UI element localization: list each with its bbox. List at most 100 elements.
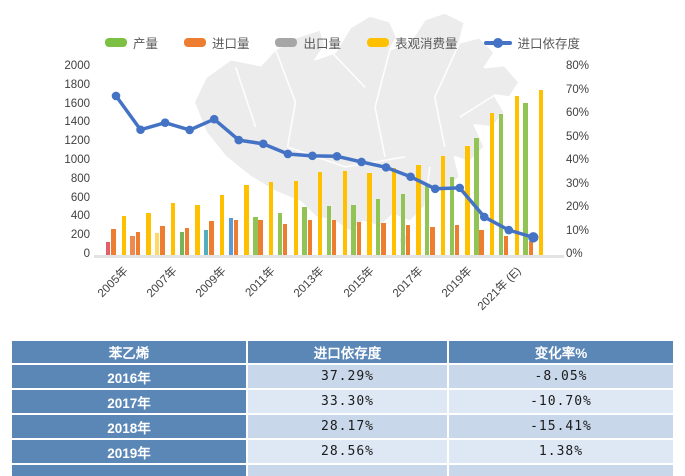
bar-产量-2014年: [326, 206, 332, 255]
bar-产量-2021年 (E): [498, 114, 504, 255]
bar-产量-2009年: [204, 229, 209, 255]
bar-表观消费量-2019年: [465, 146, 470, 255]
table-row: 2018年 28.17% -15.41%: [10, 413, 675, 440]
bar-进口量-2013年: [307, 219, 312, 255]
y-axis-right-tick: 30%: [566, 177, 590, 190]
change-cell: -8.05%: [447, 363, 675, 390]
y-axis-left-tick: 200: [70, 229, 90, 242]
legend-label: 出口量: [303, 37, 341, 51]
bar-产量-2007年: [155, 232, 160, 255]
bar-表观消费量-2022年: [539, 89, 544, 255]
y-axis-left-tick: 1000: [64, 154, 90, 166]
dependence-cell: 33.30%: [246, 388, 449, 415]
legend-label: 表观消费量: [395, 37, 458, 51]
bar-表观消费量-2014年: [342, 170, 348, 255]
import-dependence-line-swatch-icon: [483, 37, 512, 48]
bar-进口量-2014年: [332, 219, 337, 255]
y-axis-right-tick: 10%: [566, 224, 590, 237]
chart-legend: 产量 进口量 出口量 表观消费量 进口依存度: [0, 33, 685, 52]
col-header-import-dependence: 进口依存度: [246, 339, 449, 365]
bar-进口量-2022年: [528, 241, 533, 255]
y-axis-right-tick: 80%: [566, 60, 590, 72]
bar-产量-2022年: [523, 103, 528, 255]
imports-swatch-icon: [183, 38, 206, 47]
x-axis-line: [94, 255, 564, 258]
year-cell: 2016年: [10, 363, 248, 390]
exports-swatch-icon: [275, 38, 298, 47]
bar-进口量-2009年: [209, 221, 214, 255]
y-axis-left-tick: 600: [70, 191, 90, 204]
bar-表观消费量-2012年: [293, 180, 298, 255]
col-header-change-rate: 变化率%: [447, 339, 675, 365]
x-axis-tick: 2005年: [95, 265, 131, 300]
y-axis-right-tick: 0%: [566, 248, 583, 260]
change-cell: 1.38%: [447, 438, 675, 465]
bar-进口量-2021年 (E): [503, 236, 509, 255]
bar-进口量-2020年: [479, 229, 484, 255]
y-axis-right-tick: 40%: [566, 154, 590, 166]
bar-表观消费量-2013年: [318, 171, 323, 255]
bar-产量-2008年: [179, 231, 184, 255]
year-cell: 2017年: [10, 388, 248, 415]
bar-表观消费量-2008年: [195, 204, 200, 255]
legend-item-exports: 出口量: [275, 33, 341, 52]
bar-进口量-2012年: [283, 223, 288, 255]
bar-进口量-2006年: [135, 232, 141, 255]
legend-item-production: 产量: [104, 33, 158, 52]
production-swatch-icon: [104, 38, 127, 47]
table-header-row: 苯乙烯 进口依存度 变化率%: [10, 339, 675, 365]
bar-产量-2011年: [253, 216, 258, 255]
bar-产量-2016年: [375, 198, 381, 255]
bar-产量-2010年: [228, 218, 234, 255]
line-point-2007年: [160, 118, 170, 127]
bar-表观消费量-2021年 (E): [514, 95, 519, 255]
bar-表观消费量-2017年: [416, 164, 421, 255]
y-axis-left-tick: 400: [70, 210, 90, 223]
dependence-cell: 37.29%: [246, 363, 449, 390]
year-cell: 2019年: [10, 438, 248, 465]
bar-进口量-2010年: [233, 220, 239, 255]
legend-label: 产量: [132, 37, 158, 51]
bar-产量-2020年: [474, 137, 479, 255]
bar-表观消费量-2010年: [244, 184, 249, 255]
y-axis-left-tick: 1800: [64, 78, 90, 91]
year-cell: [10, 463, 248, 476]
bar-产量-2005年: [105, 241, 111, 255]
consumption-swatch-icon: [367, 38, 389, 47]
bar-产量-2015年: [351, 205, 356, 255]
bar-进口量-2018年: [430, 226, 435, 255]
bar-产量-2012年: [277, 212, 283, 255]
bar-表观消费量-2006年: [146, 213, 151, 255]
bar-表观消费量-2018年: [440, 156, 446, 255]
y-axis-left-tick: 1600: [64, 97, 90, 110]
y-axis-right-tick: 60%: [566, 107, 590, 119]
dependence-cell: 28.17%: [246, 413, 449, 440]
bar-产量-2006年: [130, 235, 135, 255]
bar-进口量-2005年: [111, 228, 116, 255]
table-row: 2019年 28.56% 1.38%: [10, 438, 675, 465]
bar-表观消费量-2015年: [367, 172, 372, 255]
bar-产量-2017年: [400, 194, 405, 255]
y-axis-left-tick: 1400: [64, 116, 90, 129]
table-row: 2017年 33.30% -10.70%: [10, 388, 675, 415]
y-axis-left-tick: 1200: [64, 135, 90, 148]
y-axis-left-tick: 2000: [64, 60, 90, 72]
bar-表观消费量-2009年: [219, 195, 225, 255]
year-cell: 2018年: [10, 413, 248, 440]
y-axis-right-tick: 70%: [566, 83, 590, 96]
bar-进口量-2007年: [160, 225, 165, 255]
bar-表观消费量-2011年: [269, 182, 274, 255]
line-point-2006年: [136, 125, 145, 135]
y-axis-left-tick: 0: [83, 248, 90, 260]
bar-产量-2019年: [449, 176, 454, 255]
bar-进口量-2011年: [258, 220, 263, 255]
bar-进口量-2015年: [356, 221, 362, 255]
bar-进口量-2019年: [454, 224, 460, 255]
bar-进口量-2017年: [405, 225, 411, 255]
bar-进口量-2008年: [184, 228, 190, 255]
x-axis-tick: 2007年: [144, 265, 180, 300]
table-row: 2016年 37.29% -8.05%: [10, 363, 675, 390]
table-row-clipped: [10, 463, 675, 476]
dependence-cell: 28.56%: [246, 438, 449, 465]
